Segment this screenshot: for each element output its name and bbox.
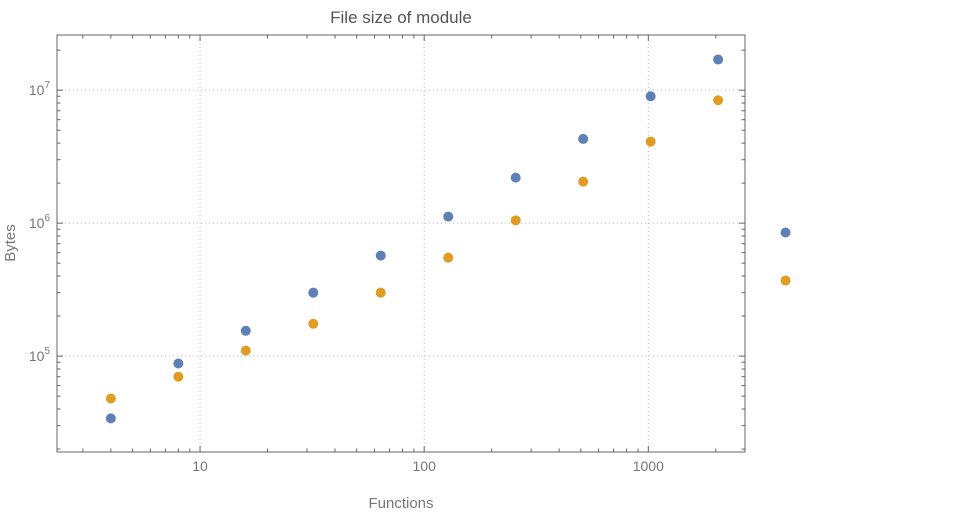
x-tick-label: 10 — [192, 458, 208, 474]
data-point-series-2 — [713, 95, 724, 106]
data-point-series-1 — [375, 250, 386, 261]
x-tick-label: 100 — [413, 458, 437, 474]
data-point-series-1 — [713, 54, 724, 65]
data-point-series-2 — [443, 252, 454, 263]
data-point-series-2 — [578, 176, 589, 187]
chart-title: File size of module — [330, 8, 472, 27]
tick-labels: 10 100 1000 105 106 107 — [29, 80, 664, 474]
data-point-series-2 — [780, 275, 791, 286]
data-point-series-1 — [173, 358, 184, 369]
x-axis-label: Functions — [368, 495, 433, 512]
data-point-series-2 — [105, 393, 116, 404]
data-points — [105, 54, 791, 424]
data-point-series-2 — [308, 318, 319, 329]
gridlines — [57, 35, 745, 452]
y-tick-label: 105 — [29, 346, 51, 364]
x-tick-label: 1000 — [633, 458, 664, 474]
data-point-series-1 — [105, 413, 116, 424]
y-tick-label: 106 — [29, 213, 51, 231]
data-point-series-2 — [645, 136, 656, 147]
plot-frame — [56, 34, 746, 453]
data-point-series-1 — [645, 91, 656, 102]
y-axis-label: Bytes — [2, 224, 19, 262]
data-point-series-2 — [240, 345, 251, 356]
data-point-series-2 — [510, 215, 521, 226]
data-point-series-1 — [240, 325, 251, 336]
axis-ticks — [57, 35, 745, 452]
data-point-series-1 — [510, 172, 521, 183]
data-point-series-1 — [780, 227, 791, 238]
data-point-series-2 — [375, 287, 386, 298]
y-tick-label: 107 — [29, 80, 51, 98]
data-point-series-2 — [173, 371, 184, 382]
data-point-series-1 — [443, 211, 454, 222]
data-point-series-1 — [578, 133, 589, 144]
data-point-series-1 — [308, 287, 319, 298]
